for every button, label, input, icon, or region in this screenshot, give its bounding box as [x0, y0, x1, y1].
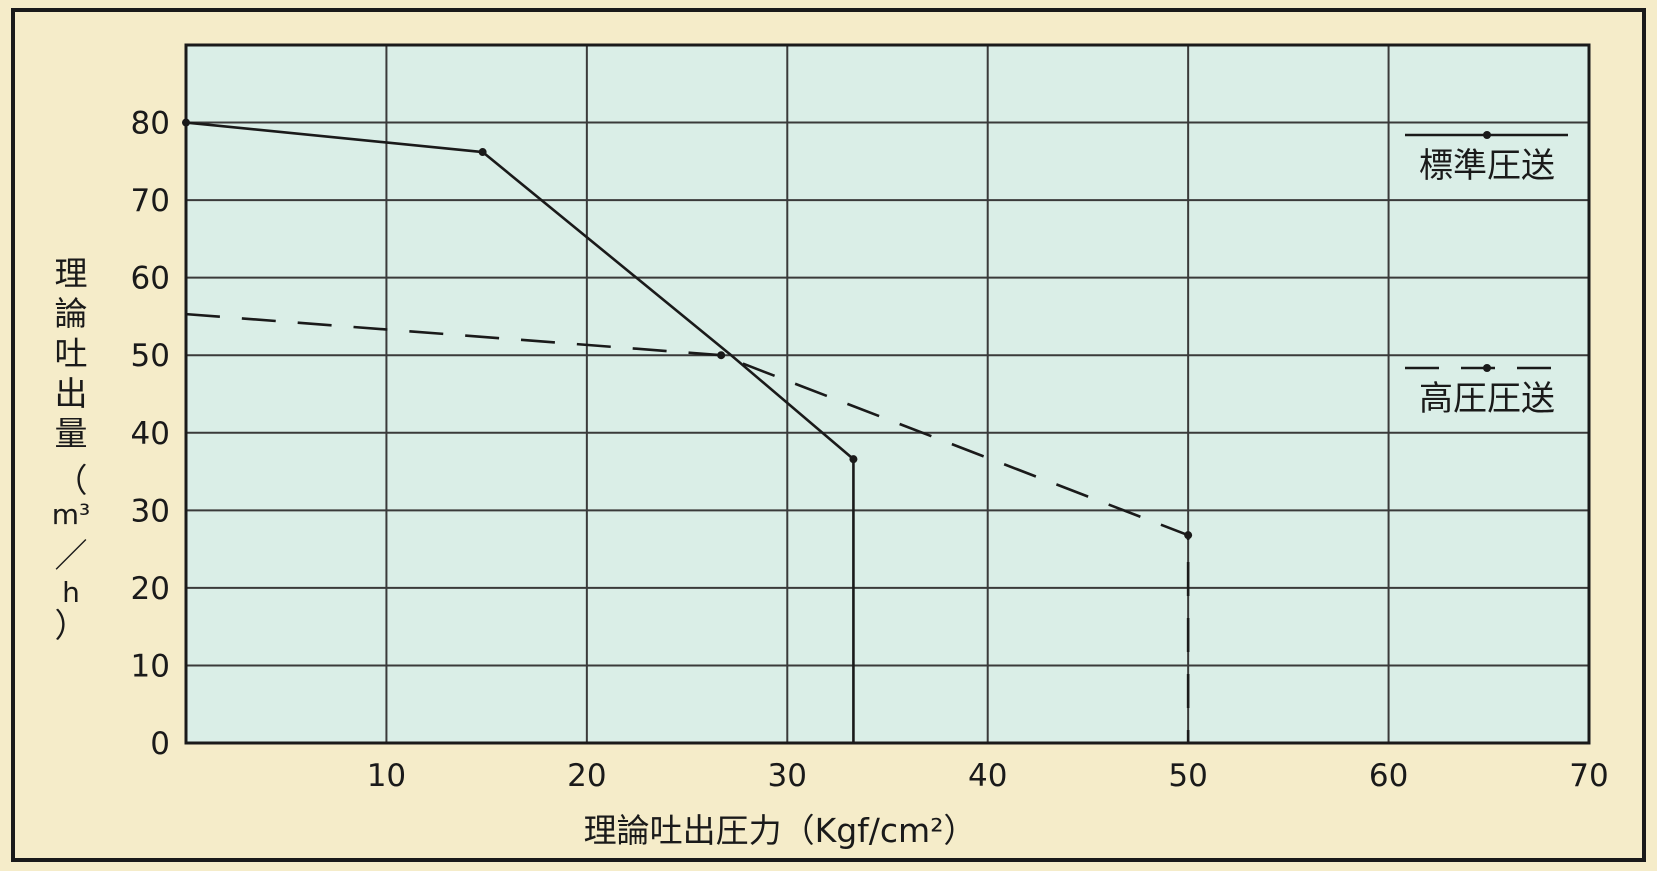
y-tick-label: 50 — [131, 338, 170, 374]
series-1-marker — [478, 148, 487, 157]
series-2-marker — [1184, 531, 1193, 540]
series-2-marker — [717, 351, 726, 360]
y-axis-label-char: （ — [55, 461, 88, 500]
x-tick-label: 20 — [567, 758, 606, 794]
series-line-2 — [185, 312, 1190, 743]
x-axis-label: 理論吐出圧力（Kgf/cm²） — [584, 811, 977, 850]
y-tick-label: 70 — [131, 183, 170, 219]
series-1-marker — [849, 455, 858, 464]
series-line-1 — [185, 121, 855, 743]
y-axis-label-char: 量 — [55, 414, 88, 453]
y-axis-label-char: ／ — [55, 536, 88, 575]
legend-label-2: 高圧圧送 — [1419, 379, 1555, 419]
y-tick-label: 0 — [150, 726, 170, 762]
grid — [184, 43, 1591, 745]
y-tick-label: 40 — [131, 416, 170, 452]
y-axis-label-char: h — [62, 576, 80, 609]
plot-area — [186, 45, 1589, 743]
series-layer — [182, 118, 1193, 743]
legend-marker-1 — [1483, 131, 1491, 139]
plot-border — [184, 43, 1591, 745]
x-tick-label: 40 — [968, 758, 1007, 794]
x-tick-label: 60 — [1369, 758, 1408, 794]
legend-marker-2 — [1483, 364, 1491, 372]
y-tick-label: 30 — [131, 493, 170, 529]
tick-labels: 10 20 30 40 50 60 70 0 10 20 30 40 50 60 70 80 — [131, 106, 1609, 794]
y-axis-label-char: 理 — [55, 254, 88, 293]
x-tick-label: 50 — [1168, 758, 1207, 794]
y-axis-label-char: 論 — [55, 294, 88, 333]
y-tick-label: 10 — [131, 648, 170, 684]
x-tick-label: 30 — [768, 758, 807, 794]
y-tick-label: 80 — [131, 106, 170, 142]
legend-label-1: 標準圧送 — [1419, 146, 1555, 186]
series-1-marker — [182, 118, 190, 127]
x-tick-label: 10 — [367, 758, 406, 794]
y-axis-label-char: m³ — [52, 498, 91, 531]
x-tick-label: 70 — [1569, 758, 1608, 794]
y-tick-label: 20 — [131, 571, 170, 607]
y-tick-label: 60 — [131, 261, 170, 297]
y-axis-label-char: ） — [55, 606, 88, 645]
y-axis-label-char: 出 — [55, 374, 88, 413]
outer-frame — [11, 8, 1646, 862]
y-axis-label-char: 吐 — [55, 334, 88, 373]
